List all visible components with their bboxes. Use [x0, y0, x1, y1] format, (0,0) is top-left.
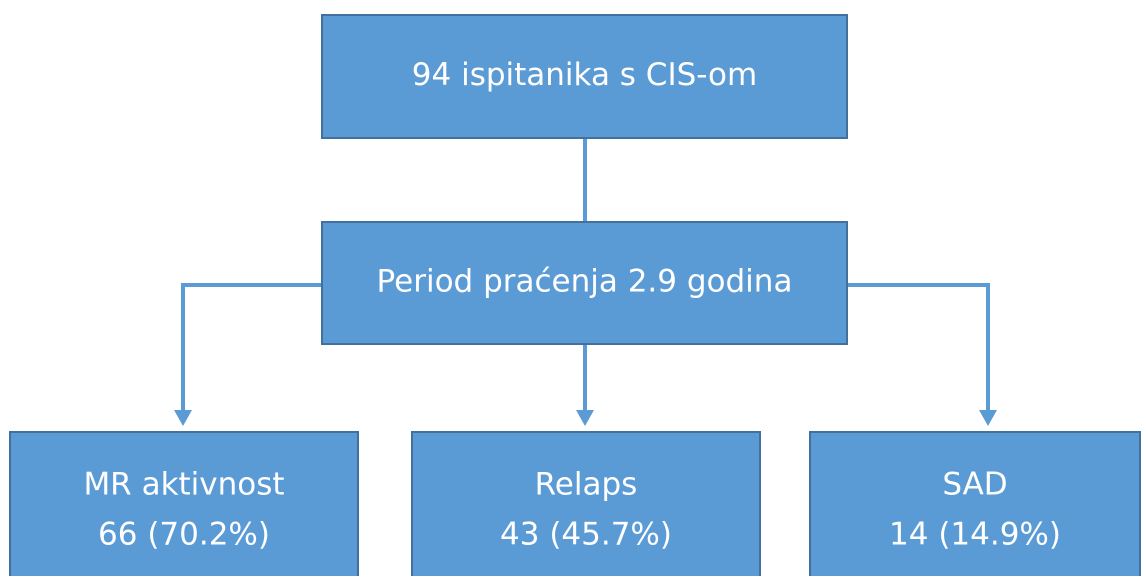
connector [847, 283, 990, 412]
node-label: 94 ispitanika s CIS-om [412, 57, 757, 93]
arrowhead [979, 410, 997, 426]
arrowhead [576, 410, 594, 426]
node-label: MR aktivnost [83, 467, 284, 503]
connector [181, 283, 322, 412]
node-box [321, 221, 848, 345]
node-box [321, 14, 848, 139]
node-label: Period praćenja 2.9 godina [377, 264, 793, 300]
arrowhead [174, 410, 192, 426]
node-label: Relaps [535, 467, 638, 503]
node-label: 66 (70.2%) [98, 517, 270, 553]
node-label: 43 (45.7%) [500, 517, 672, 553]
node-label: 14 (14.9%) [889, 517, 1061, 553]
node-label: SAD [942, 467, 1007, 503]
node-box [9, 431, 359, 576]
node-box [411, 431, 761, 576]
connectors [174, 138, 997, 426]
node-box [809, 431, 1141, 576]
